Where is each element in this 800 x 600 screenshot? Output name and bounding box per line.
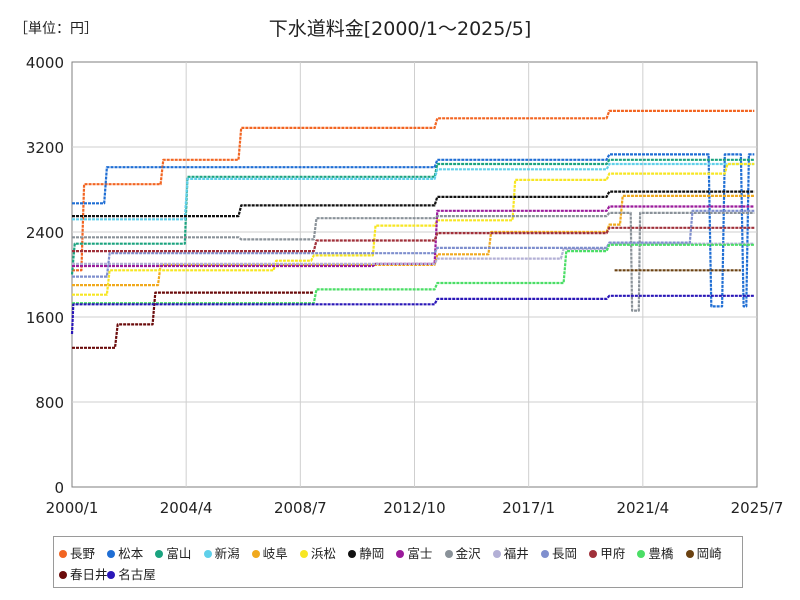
y-tick-label: 1600 (26, 309, 64, 327)
legend-label: 岐阜 (262, 546, 288, 561)
legend-marker (541, 550, 549, 558)
legend-item: 豊橋 (637, 543, 673, 562)
legend: 長野 松本 富山 新潟 岐阜 浜松 静岡 富士 金沢 福井 長岡 甲府 豊橋 岡崎春日井 名古屋 (53, 536, 743, 588)
y-tick-label: 4000 (26, 54, 64, 72)
legend-item: 岐阜 (251, 543, 288, 562)
x-tick-label: 2021/4 (616, 499, 669, 517)
legend-label: 浜松 (311, 546, 337, 561)
legend-item: 松本 (107, 543, 143, 562)
legend-label: 名古屋 (118, 567, 156, 582)
legend-label: 静岡 (359, 546, 385, 561)
legend-marker (444, 550, 453, 558)
legend-item: 浜松 (300, 543, 336, 562)
legend-item: 名古屋 (107, 564, 156, 583)
legend-marker (59, 550, 67, 558)
legend-label: 金沢 (455, 546, 481, 561)
legend-label: 松本 (118, 546, 144, 561)
x-tick-label: 2000/1 (46, 499, 99, 517)
x-tick-label: 2017/1 (502, 499, 555, 517)
legend-label: 甲府 (600, 546, 626, 561)
y-tick-label: 3200 (26, 139, 64, 157)
y-tick-label: 2400 (26, 224, 64, 242)
x-tick-label: 2012/10 (383, 499, 445, 517)
unit-label: ［単位：円］ (14, 21, 98, 37)
legend-label: 岡崎 (696, 546, 722, 561)
series-line (72, 243, 755, 305)
legend-marker (59, 571, 67, 579)
legend-label: 長岡 (552, 546, 578, 561)
legend-marker (685, 550, 694, 558)
legend-marker (300, 550, 308, 558)
x-tick-label: 2004/4 (160, 499, 213, 517)
legend-item: 金沢 (444, 543, 481, 562)
y-tick-label: 800 (35, 394, 64, 412)
series-line (72, 153, 755, 308)
series-line (70, 158, 755, 275)
legend-item: 福井 (492, 543, 529, 562)
legend-marker (396, 550, 405, 558)
legend-item: 長岡 (541, 543, 577, 562)
legend-item: 富山 (155, 543, 191, 562)
y-tick-label: 0 (54, 479, 64, 497)
legend-label: 富士 (407, 546, 433, 561)
series-line (72, 226, 755, 253)
legend-marker (348, 550, 357, 558)
legend-label: 富山 (166, 546, 192, 561)
series-line (72, 190, 755, 218)
series-line (72, 109, 755, 272)
legend-marker (492, 550, 501, 558)
series-line (72, 162, 755, 221)
legend-label: 福井 (503, 546, 529, 561)
legend-marker (107, 550, 116, 558)
legend-item: 静岡 (348, 543, 384, 562)
series-line (72, 291, 314, 349)
legend-item: 甲府 (589, 543, 625, 562)
legend-marker (203, 550, 212, 558)
x-tick-label: 2025/7 (731, 499, 784, 517)
legend-item: 長野 (59, 543, 95, 562)
legend-label: 豊橋 (648, 546, 674, 561)
legend-marker (251, 550, 260, 558)
legend-item: 富士 (396, 543, 432, 562)
legend-label: 新潟 (214, 546, 240, 561)
series-line (70, 294, 755, 335)
series-line (72, 209, 755, 278)
legend-marker (589, 550, 598, 558)
legend-item: 新潟 (203, 543, 240, 562)
series-line (72, 211, 755, 312)
legend-item: 岡崎 (685, 543, 722, 562)
legend-marker (155, 550, 164, 558)
legend-marker (107, 571, 116, 579)
chart-title: 下水道料金[2000/1～2025/5] (268, 18, 532, 40)
x-tick-label: 2008/7 (274, 499, 327, 517)
legend-marker (637, 550, 646, 558)
series-line (72, 194, 755, 287)
legend-label: 長野 (70, 546, 96, 561)
legend-item: 春日井 (59, 564, 108, 583)
legend-label: 春日井 (70, 567, 108, 582)
series-line (72, 162, 755, 296)
